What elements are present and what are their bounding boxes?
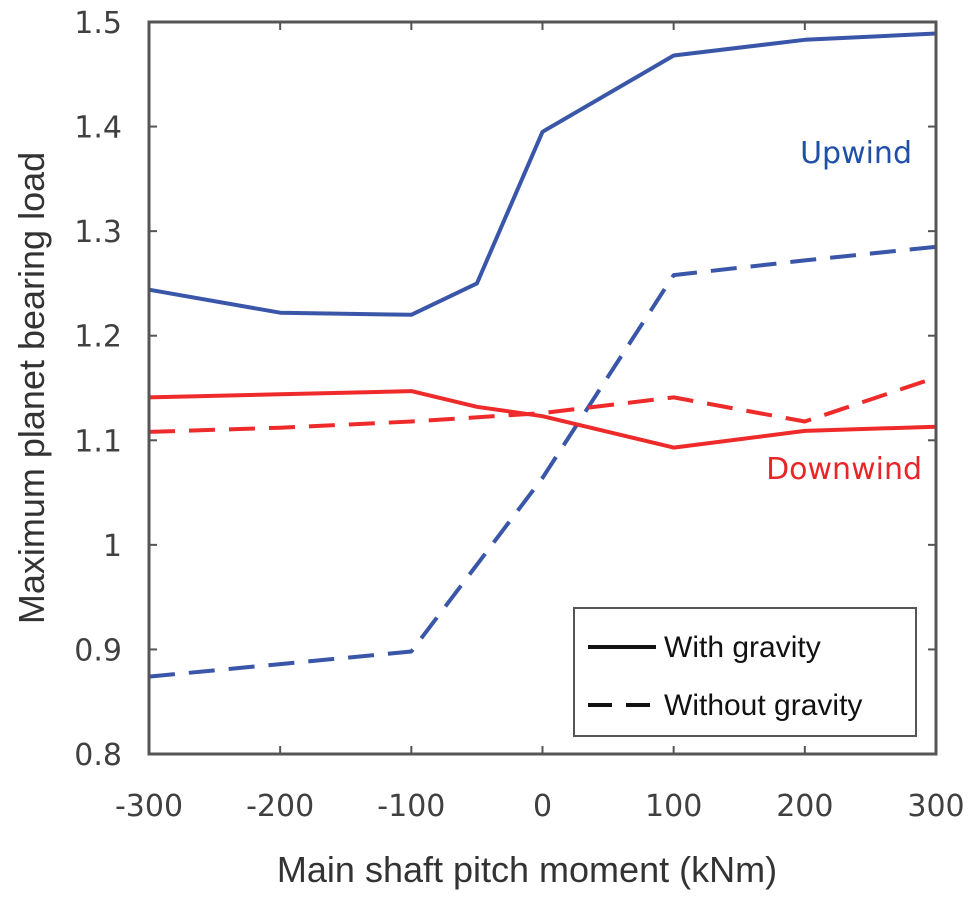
y-axis-title: Maximum planet bearing load xyxy=(11,152,52,624)
y-tick-label: 1.5 xyxy=(74,6,122,41)
series-line-upwind-with-gravity xyxy=(148,31,937,317)
y-tick-label: 1.4 xyxy=(74,111,122,146)
y-tick-label: 1.1 xyxy=(74,424,122,459)
x-tick-label: 300 xyxy=(907,789,964,824)
x-tick-label: 100 xyxy=(645,789,702,824)
annotation-upwind: Upwind xyxy=(800,136,912,171)
legend-label-with-gravity: With gravity xyxy=(664,631,821,664)
series-line-downwind-without-gravity xyxy=(148,375,937,434)
x-tick-label: 0 xyxy=(533,789,552,824)
x-tick-label: -200 xyxy=(246,789,314,824)
series-line-downwind-with-gravity xyxy=(148,389,937,450)
y-tick-label: 0.9 xyxy=(74,633,122,668)
series-layer xyxy=(148,31,937,679)
x-tick-label: -100 xyxy=(377,789,445,824)
y-tick-label: 0.8 xyxy=(74,738,122,773)
ticks-layer xyxy=(149,22,936,754)
legend-box xyxy=(573,607,917,737)
x-axis-title: Main shaft pitch moment (kNm) xyxy=(277,849,777,890)
tick-labels: -300 -200 -100 0 100 200 300 0.8 0.9 1 1.1 1.2 1.3 1.… xyxy=(74,6,964,824)
x-tick-label: 200 xyxy=(776,789,833,824)
y-tick-label: 1.3 xyxy=(74,215,122,250)
x-tick-label: -300 xyxy=(115,789,183,824)
annotation-downwind: Downwind xyxy=(766,452,922,487)
legend: With gravity Without gravity xyxy=(573,607,917,737)
series-line-upwind-without-gravity xyxy=(148,244,937,679)
y-tick-label: 1 xyxy=(103,529,122,564)
legend-label-without-gravity: Without gravity xyxy=(664,689,862,722)
y-tick-label: 1.2 xyxy=(74,320,122,355)
